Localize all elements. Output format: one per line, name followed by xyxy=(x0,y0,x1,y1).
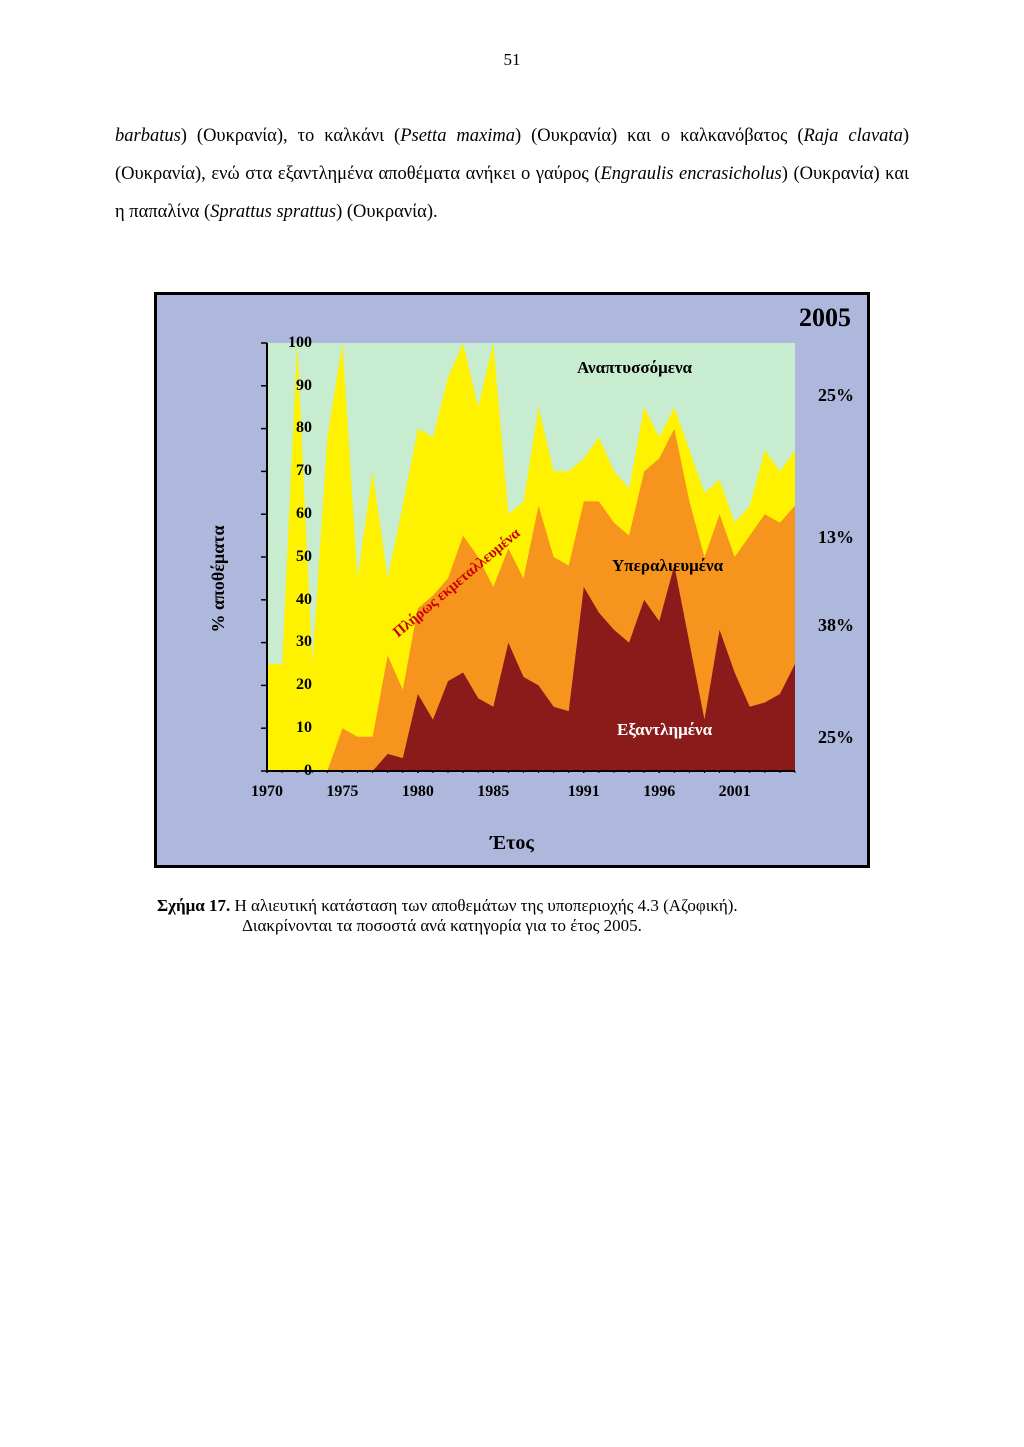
page-number: 51 xyxy=(115,50,909,70)
x-tick: 1975 xyxy=(326,783,358,801)
chart-year-badge: 2005 xyxy=(799,303,851,333)
species-1: barbatus xyxy=(115,126,181,146)
chart-plot-area xyxy=(257,333,797,773)
txt1: ) (Ουκρανία), το καλκάνι ( xyxy=(181,126,400,146)
label-developing: Αναπτυσσόμενα xyxy=(577,358,692,378)
caption-line1: Η αλιευτική κατάσταση των αποθεμάτων της… xyxy=(230,896,737,915)
x-tick: 2001 xyxy=(719,783,751,801)
y-tick: 10 xyxy=(272,719,312,737)
x-tick: 1996 xyxy=(643,783,675,801)
figure-container: 2005 % αποθέματα Έτος 0 10 20 30 40 50 60 70 80 9… xyxy=(154,292,870,868)
species-2: Psetta maxima xyxy=(400,126,515,146)
species-3: Raja clavata xyxy=(803,126,902,146)
species-5: Sprattus sprattus xyxy=(210,202,336,222)
y-axis-label: % αποθέματα xyxy=(208,525,229,632)
x-tick: 1985 xyxy=(477,783,509,801)
y-tick: 60 xyxy=(272,505,312,523)
pct-depleted: 25% xyxy=(818,727,854,748)
y-tick: 50 xyxy=(272,548,312,566)
x-tick: 1991 xyxy=(568,783,600,801)
label-depleted: Εξαντλημένα xyxy=(617,720,712,740)
y-tick: 30 xyxy=(272,633,312,651)
pct-fully: 13% xyxy=(818,527,854,548)
figure-caption: Σχήμα 17. Η αλιευτική κατάσταση των αποθ… xyxy=(115,896,909,936)
pct-developing: 25% xyxy=(818,385,854,406)
body-paragraph: barbatus) (Ουκρανία), το καλκάνι (Psetta… xyxy=(115,118,909,232)
x-axis-label: Έτος xyxy=(490,832,534,855)
caption-bold: Σχήμα 17. xyxy=(157,896,230,915)
y-tick: 20 xyxy=(272,676,312,694)
txt5: ) (Ουκρανία). xyxy=(336,202,438,222)
caption-line2: Διακρίνονται τα ποσοστά ανά κατηγορία γι… xyxy=(242,916,642,935)
label-overfished: Υπεραλιευμένα xyxy=(612,556,723,576)
y-tick: 80 xyxy=(272,419,312,437)
y-tick: 0 xyxy=(272,762,312,780)
txt2: ) (Ουκρανία) και ο καλκανόβατος ( xyxy=(515,126,804,146)
y-tick: 70 xyxy=(272,462,312,480)
species-4: Engraulis encrasicholus xyxy=(600,164,781,184)
x-tick: 1970 xyxy=(251,783,283,801)
y-tick: 90 xyxy=(272,377,312,395)
pct-overfished: 38% xyxy=(818,615,854,636)
y-tick: 40 xyxy=(272,591,312,609)
x-tick: 1980 xyxy=(402,783,434,801)
y-tick: 100 xyxy=(272,334,312,352)
